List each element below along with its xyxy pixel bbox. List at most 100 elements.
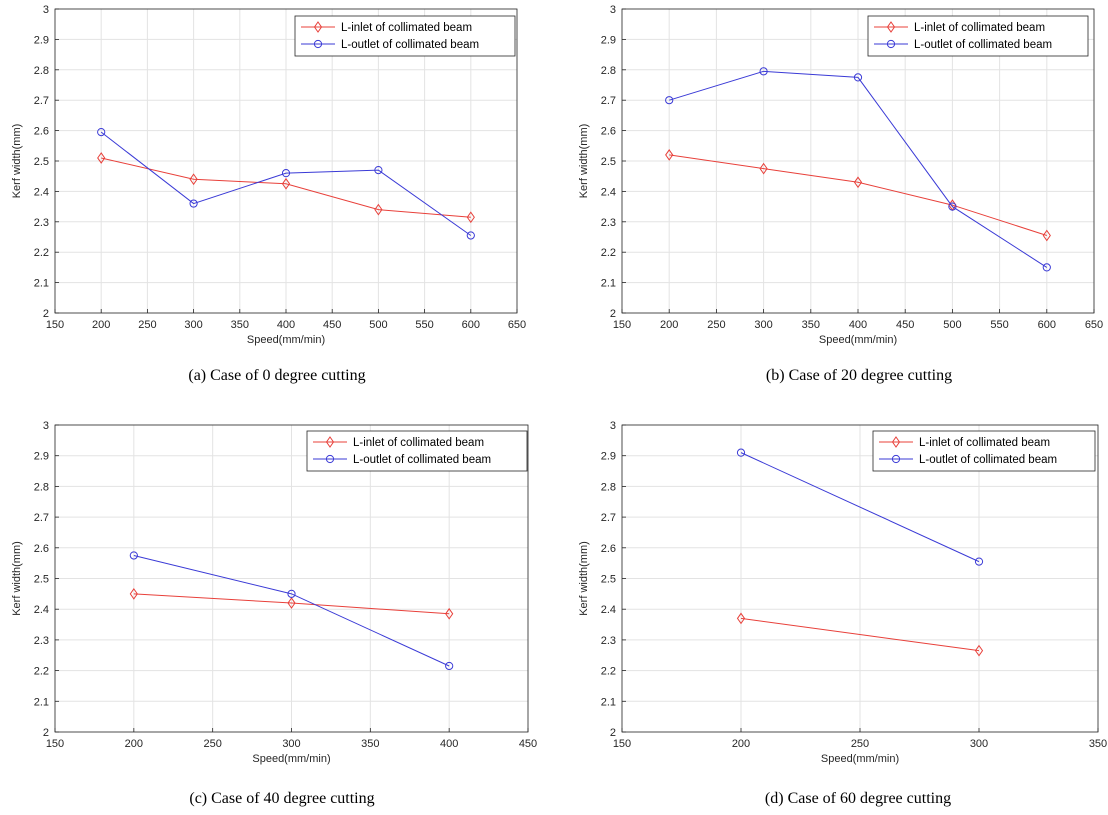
data-point [974,557,984,566]
x-tick-label: 300 [282,738,300,750]
legend-entry: L-outlet of collimated beam [914,39,1052,51]
x-axis-label: Speed(mm/min) [252,753,330,765]
legend: L-inlet of collimated beam L-outlet of co… [867,15,1089,57]
y-tick-label: 2.3 [34,217,49,229]
series-outlet [97,128,475,240]
y-axis-label: Kerf width(mm) [11,124,23,199]
x-tick-label: 350 [802,319,820,331]
y-tick-label: 3 [43,420,49,432]
y-tick-label: 3 [43,4,49,16]
series-outlet [665,67,1051,272]
chart-d-caption: (d) Case of 60 degree cutting [764,790,952,807]
data-point [287,589,296,598]
x-tick-label: 400 [277,319,295,331]
y-axis-label: Kerf width(mm) [578,541,590,616]
x-tick-label: 250 [138,319,156,331]
series-line [133,554,450,667]
data-point [759,67,768,76]
x-tick-label: 300 [970,738,988,750]
y-tick-label: 2.9 [34,34,49,46]
y-tick-label: 2.2 [34,666,49,678]
y-tick-label: 2.9 [601,451,616,463]
y-tick-label: 2.8 [34,481,49,493]
y-tick-label: 2.7 [34,95,49,107]
y-tick-label: 2.3 [34,635,49,647]
y-tick-label: 2.5 [601,574,616,586]
y-tick-label: 2.2 [601,666,616,678]
x-axis-label: Speed(mm/min) [247,334,325,346]
y-tick-label: 2.3 [601,635,616,647]
y-tick-label: 2.8 [601,481,616,493]
legend-entry: L-inlet of collimated beam [914,22,1045,34]
x-tick-label: 500 [369,319,387,331]
data-point [445,661,454,671]
data-point [665,96,674,105]
y-axis-label: Kerf width(mm) [578,124,590,199]
y-tick-label: 2.8 [34,65,49,77]
y-tick-label: 2.5 [34,156,49,168]
data-point [665,149,674,161]
chart-b-svg: 150 200 250 300 350 400 450 500 550 600 650 2 2.1 2.2… [578,4,1103,346]
data-point [1042,263,1051,272]
legend-entry: L-inlet of collimated beam [353,437,484,449]
data-point [736,448,746,457]
data-point [853,73,863,82]
x-tick-label: 200 [732,738,750,750]
legend: L-inlet of collimated beam L-outlet of co… [306,430,528,472]
data-point [97,152,106,164]
chart-panel-b: 150 200 250 300 350 400 450 500 550 600 650 2 2.1 2.2… [566,0,1108,407]
data-point [1042,229,1051,242]
x-tick-label: 550 [415,319,433,331]
x-tick-label: 350 [1089,738,1107,750]
y-tick-label: 2.6 [34,126,49,138]
series-inlet [129,587,454,620]
chart-a-caption: (a) Case of 0 degree cutting [188,367,366,384]
series-inlet [736,612,984,657]
series-outlet [129,551,454,671]
x-tick-label: 200 [660,319,678,331]
legend-entry: L-outlet of collimated beam [353,454,491,466]
x-tick-label: 400 [440,738,458,750]
y-tick-label: 2.4 [34,186,49,198]
data-point [974,644,984,657]
y-tick-label: 2.4 [601,604,616,616]
y-tick-label: 2.6 [601,543,616,555]
chart-d-svg: 150 200 250 300 350 2 2.1 2.2 2.3 2.4 2.5 2.6 2.7 2.8… [578,420,1107,765]
x-tick-label: 250 [707,319,725,331]
series-line [740,452,980,563]
legend-entry: L-inlet of collimated beam [919,437,1050,449]
x-tick-label: 150 [46,738,64,750]
x-tick-label: 450 [896,319,914,331]
legend-box [872,430,1096,472]
y-tick-label: 2.4 [34,604,49,616]
y-tick-label: 2.1 [34,278,49,290]
x-tick-label: 200 [125,738,143,750]
data-point [374,166,383,175]
data-point [287,597,296,609]
x-tick-label: 600 [462,319,480,331]
chart-c-svg: 150 200 250 300 350 400 450 2 2.1 2.2 2.3 2.4 2.5 2.6… [11,420,537,765]
legend-marker [891,454,901,464]
legend-marker [886,21,896,33]
y-tick-label: 2.8 [601,65,616,77]
y-tick-label: 2 [610,727,616,739]
chart-panel-a: 150 200 250 300 350 400 450 500 550 600 650 2 2.1 2.2… [0,0,554,407]
data-point [281,177,291,190]
data-point [189,199,198,208]
x-tick-label: 450 [519,738,537,750]
legend-marker [313,21,323,33]
data-point [759,162,768,175]
y-tick-label: 2 [610,308,616,320]
legend-marker [886,39,896,49]
x-tick-label: 150 [46,319,64,331]
y-tick-label: 2.7 [601,512,616,524]
legend-marker [325,454,335,464]
x-axis-label: Speed(mm/min) [819,334,897,346]
y-tick-label: 2.4 [601,186,616,198]
x-tick-label: 500 [943,319,961,331]
series-line [740,617,980,652]
x-tick-label: 600 [1038,319,1056,331]
y-tick-label: 2.7 [601,95,616,107]
data-point [129,587,138,600]
y-tick-label: 2.3 [601,217,616,229]
